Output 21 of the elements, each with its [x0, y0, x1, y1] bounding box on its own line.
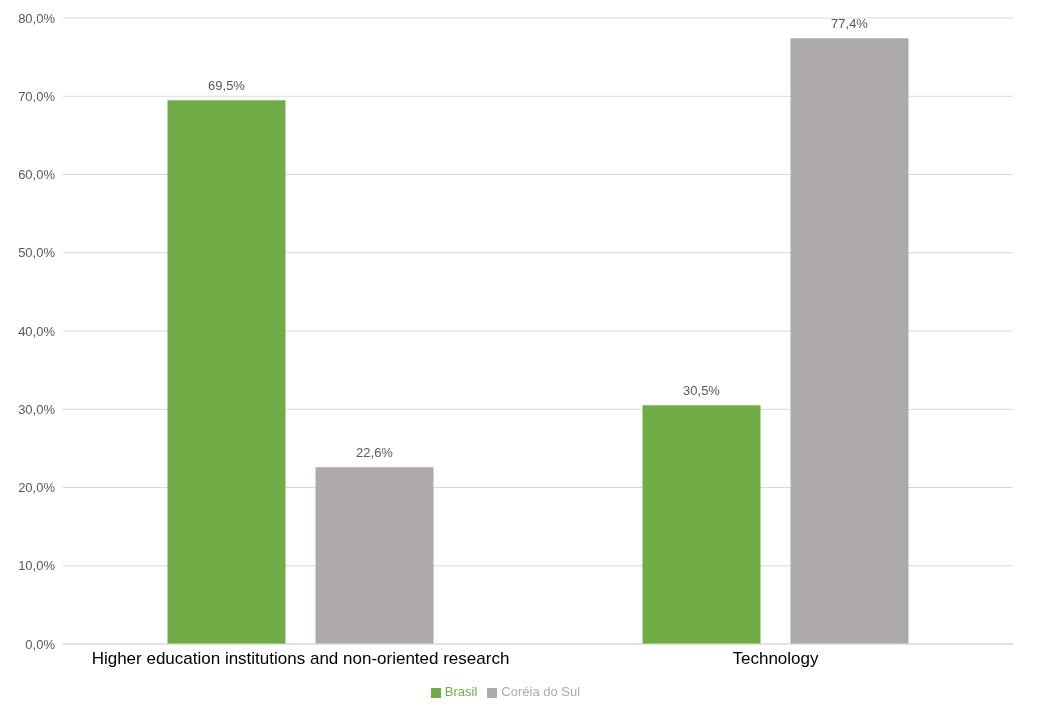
y-tick-label: 10,0%: [18, 558, 56, 574]
data-label: 30,5%: [683, 383, 721, 399]
data-label: 22,6%: [356, 445, 394, 461]
legend-label: Coréia do Sul: [501, 684, 581, 699]
legend-label: Brasil: [444, 684, 478, 699]
y-tick-label: 60,0%: [18, 167, 56, 183]
y-tick-label: 0,0%: [25, 636, 56, 652]
y-tick-label: 50,0%: [18, 245, 56, 261]
y-tick-label: 30,0%: [18, 401, 56, 417]
bar: [315, 467, 434, 644]
x-tick-label: Higher education institutions and non-oriented research: [91, 649, 510, 669]
y-tick-label: 70,0%: [18, 88, 56, 104]
bar: [642, 405, 761, 644]
bar: [790, 38, 909, 644]
y-tick-label: 80,0%: [18, 10, 56, 26]
bar: [167, 100, 286, 644]
x-tick-label: Technology: [732, 649, 819, 669]
data-label: 69,5%: [208, 78, 246, 94]
data-label: 77,4%: [831, 16, 869, 32]
y-tick-label: 20,0%: [18, 480, 56, 496]
y-tick-label: 40,0%: [18, 323, 56, 339]
